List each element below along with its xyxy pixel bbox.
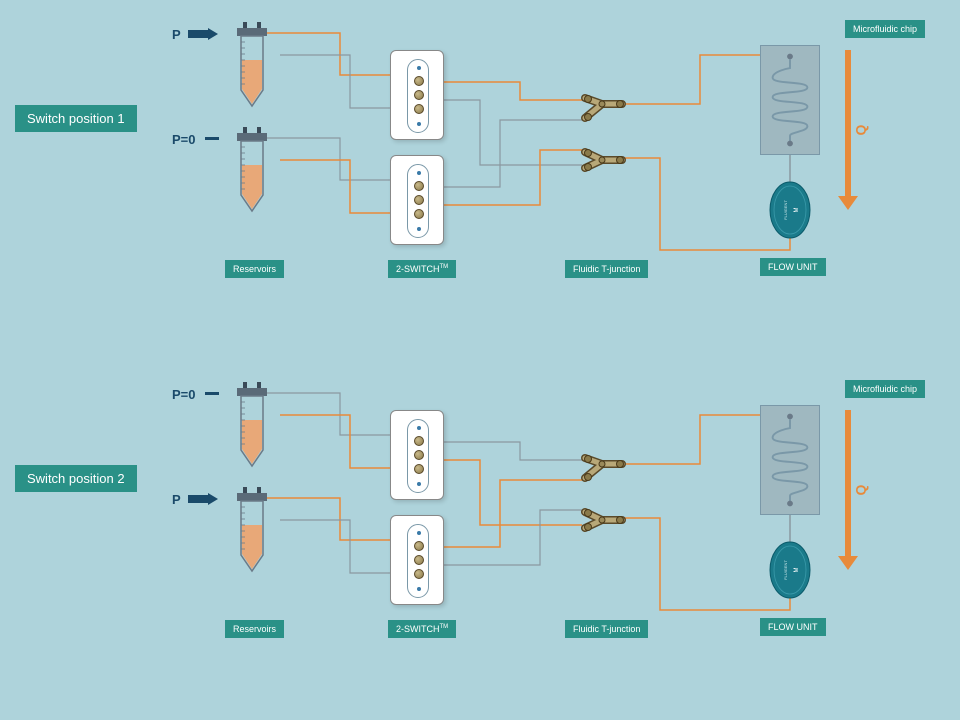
chip-2 — [760, 405, 820, 515]
switch-bot-1 — [390, 155, 444, 245]
pressure-top-dash-2 — [205, 392, 219, 395]
label-switch-1: 2-SWITCHTM — [388, 260, 456, 278]
svg-text:FLUIGENT: FLUIGENT — [783, 560, 788, 580]
pressure-bot-1: P=0 — [172, 132, 196, 147]
tjunction-top-2 — [580, 450, 630, 490]
q-label-2: Q — [852, 485, 868, 496]
flowunit-2: FLUIGENT M — [768, 540, 812, 600]
switch-top-2 — [390, 410, 444, 500]
title-text-2: Switch position 2 — [27, 471, 125, 486]
title-badge-2: Switch position 2 — [15, 465, 137, 492]
label-flowunit-2: FLOW UNIT — [760, 618, 826, 636]
pressure-bot-arrow-2 — [208, 493, 218, 505]
reservoir-top-1 — [235, 20, 275, 110]
switch-bot-2 — [390, 515, 444, 605]
label-chip-1: Microfluidic chip — [845, 20, 925, 38]
tjunction-bot-1 — [580, 140, 630, 180]
pressure-bot-2: P — [172, 492, 181, 507]
label-switch-2: 2-SWITCHTM — [388, 620, 456, 638]
reservoir-bot-1 — [235, 125, 275, 215]
reservoir-top-2 — [235, 380, 275, 470]
switch-top-1 — [390, 50, 444, 140]
title-text-1: Switch position 1 — [27, 111, 125, 126]
panel-switch-pos-1: Switch position 1 P P=0 — [0, 0, 960, 360]
pressure-bot-arrow-bar-2 — [188, 495, 208, 503]
pressure-bot-dash-1 — [205, 137, 219, 140]
svg-text:M: M — [794, 208, 800, 213]
svg-text:FLUIGENT: FLUIGENT — [783, 200, 788, 220]
pressure-top-arrow-bar-1 — [188, 30, 208, 38]
label-reservoirs-1: Reservoirs — [225, 260, 284, 278]
label-tjunction-2: Fluidic T-junction — [565, 620, 648, 638]
label-tjunction-1: Fluidic T-junction — [565, 260, 648, 278]
chip-1 — [760, 45, 820, 155]
tjunction-top-1 — [580, 90, 630, 130]
svg-text:M: M — [794, 568, 800, 573]
pressure-top-1: P — [172, 27, 181, 42]
flowunit-1: FLUIGENT M — [768, 180, 812, 240]
tjunction-bot-2 — [580, 500, 630, 540]
pressure-top-arrow-1 — [208, 28, 218, 40]
label-flowunit-1: FLOW UNIT — [760, 258, 826, 276]
label-reservoirs-2: Reservoirs — [225, 620, 284, 638]
panel-switch-pos-2: Switch position 2 P=0 P — [0, 360, 960, 720]
pressure-top-2: P=0 — [172, 387, 196, 402]
reservoir-bot-2 — [235, 485, 275, 575]
title-badge-1: Switch position 1 — [15, 105, 137, 132]
q-label-1: Q — [852, 125, 868, 136]
label-chip-2: Microfluidic chip — [845, 380, 925, 398]
